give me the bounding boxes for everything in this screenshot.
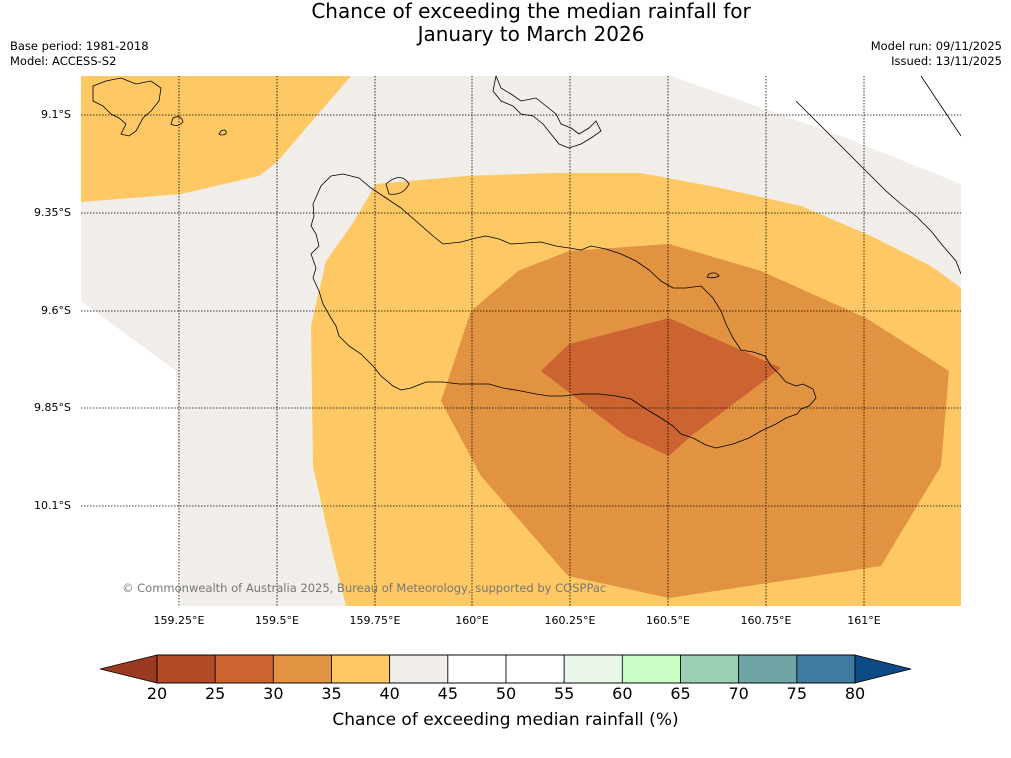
malaita-north (920, 76, 961, 137)
lon-label-159-75: 159.75°E (349, 614, 401, 627)
florida-islands (492, 76, 602, 149)
lat-label-9-35: 9.35°S (34, 206, 71, 219)
lon-label-160-75: 160.75°E (740, 614, 792, 627)
band-35-40-northwest (81, 76, 351, 202)
colorbar-bin-30-35 (272, 654, 332, 684)
lon-label-161: 161°E (847, 614, 881, 627)
band-45-50-top-right (671, 76, 961, 184)
colorbar-label-70: 70 (728, 684, 749, 703)
colorbar-bin-40-45 (389, 654, 449, 684)
lat-label-10-1: 10.1°S (34, 499, 71, 512)
small-island-2 (218, 129, 227, 136)
lat-label-9-1: 9.1°S (41, 108, 71, 121)
small-island-3 (706, 272, 720, 279)
colorbar-bin-75-80 (796, 654, 856, 684)
lat-label-9-85: 9.85°S (34, 401, 71, 414)
colorbar-bin-25-30 (214, 654, 274, 684)
lon-label-159-25: 159.25°E (153, 614, 205, 627)
title-line-1: Chance of exceeding the median rainfall … (311, 0, 751, 23)
band-25-30 (541, 318, 781, 456)
russell-islands (92, 77, 162, 137)
colorbar-label-60: 60 (612, 684, 633, 703)
colorbar-bin-35-40 (331, 654, 391, 684)
model-info: Base period: 1981-2018 Model: ACCESS-S2 (10, 39, 149, 69)
colorbar-bin-65-70 (680, 654, 740, 684)
run-info: Model run: 09/11/2025 Issued: 13/11/2025 (871, 39, 1002, 69)
lon-label-160: 160°E (455, 614, 489, 627)
colorbar-bin-70-75 (738, 654, 798, 684)
copyright-notice: © Commonwealth of Australia 2025, Bureau… (122, 581, 607, 595)
colorbar-bin-50-55 (505, 654, 565, 684)
savo-island (385, 177, 410, 195)
lon-label-159-5: 159.5°E (255, 614, 299, 627)
malaita-coastline (795, 100, 961, 275)
colorbar-label-75: 75 (786, 684, 808, 703)
colorbar-label-20: 20 (146, 684, 168, 703)
rainfall-map (81, 76, 961, 606)
issued-date: Issued: 13/11/2025 (891, 54, 1002, 68)
title-line-2: January to March 2026 (417, 22, 645, 46)
colorbar-label-35: 35 (321, 684, 342, 703)
colorbar-bin-20-25 (156, 654, 216, 684)
colorbar-bins (156, 654, 856, 684)
colorbar-over-arrow (854, 654, 912, 684)
coastlines (92, 76, 961, 449)
colorbar-label-80: 80 (844, 684, 866, 703)
colorbar-under-arrow (100, 654, 158, 684)
colorbar-label-45: 45 (437, 684, 459, 703)
colorbar-bin-55-60 (563, 654, 623, 684)
colorbar-frame (156, 654, 856, 684)
colorbar (100, 654, 912, 684)
colorbar-label-55: 55 (553, 684, 575, 703)
colorbar-bin-60-65 (621, 654, 681, 684)
model-name: Model: ACCESS-S2 (10, 54, 117, 68)
colorbar-label-50: 50 (495, 684, 517, 703)
lat-label-9-6: 9.6°S (41, 304, 71, 317)
small-island-1 (170, 116, 184, 126)
colorbar-label-65: 65 (670, 684, 691, 703)
graticule (81, 76, 961, 606)
colorbar-label-40: 40 (379, 684, 400, 703)
colorbar-label-25: 25 (204, 684, 226, 703)
model-run: Model run: 09/11/2025 (870, 39, 1002, 53)
map-title: Chance of exceeding the median rainfall … (0, 0, 1011, 46)
colorbar-label-30: 30 (263, 684, 284, 703)
base-period: Base period: 1981-2018 (10, 39, 149, 53)
colorbar-title: Chance of exceeding median rainfall (%) (332, 710, 679, 730)
colorbar-bin-45-50 (447, 654, 507, 684)
lon-label-160-25: 160.25°E (544, 614, 596, 627)
guadalcanal-coastline (310, 173, 817, 449)
lon-label-160-5: 160.5°E (646, 614, 690, 627)
